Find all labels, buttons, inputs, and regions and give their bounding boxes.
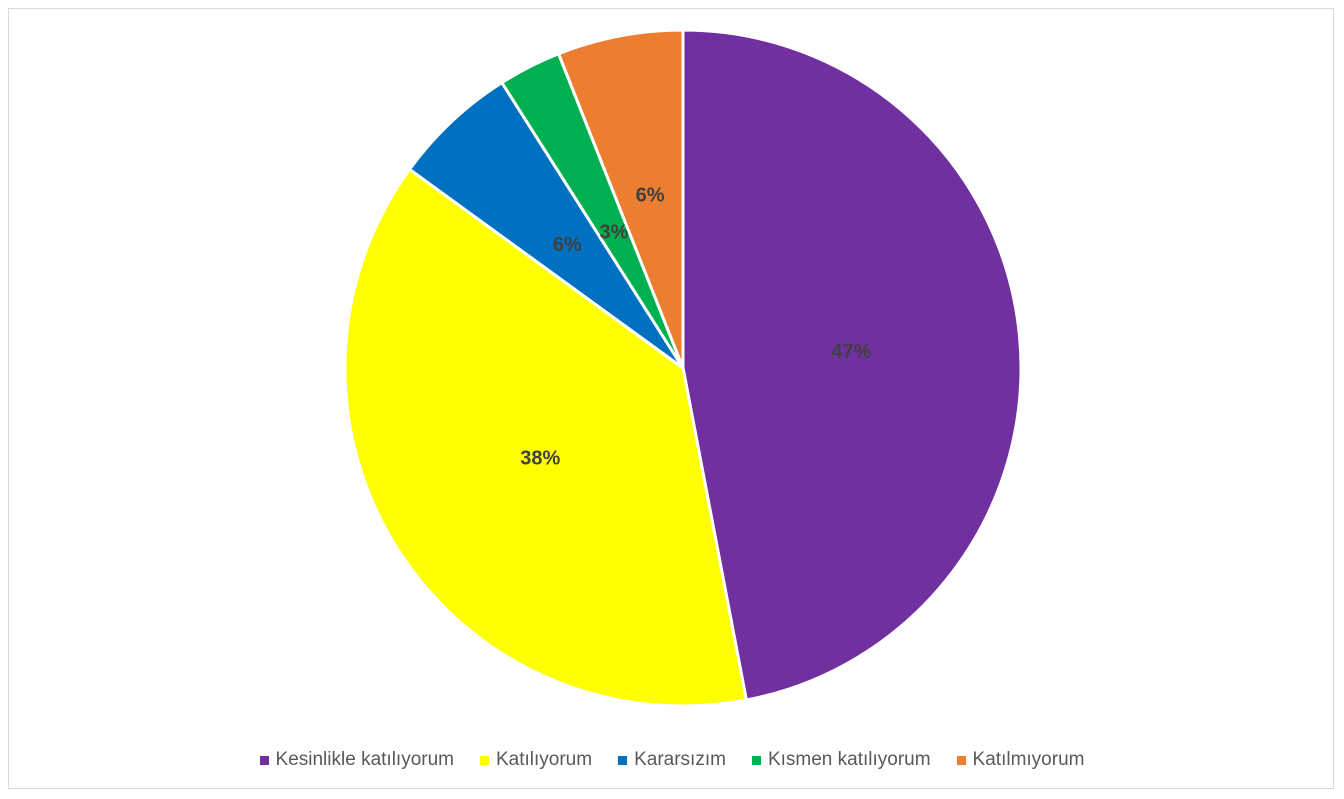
slice-data-label-3: 3% xyxy=(599,221,628,243)
pie-labels: 47% 38% 6% 3% 6% xyxy=(520,184,871,469)
pie-slices xyxy=(343,28,1023,708)
legend-swatch xyxy=(479,755,489,765)
legend-item-kararsizim: Kararsızım xyxy=(618,749,726,771)
slice-data-label-2: 6% xyxy=(553,234,582,256)
slice-data-label-0: 47% xyxy=(831,341,871,363)
legend-item-katilmiyorum: Katılmıyorum xyxy=(956,749,1085,771)
legend-label: Katılıyorum xyxy=(495,749,593,770)
legend-swatch xyxy=(259,755,269,765)
pie-slice-1 xyxy=(343,167,749,708)
legend-item-kismen-katiliyorum: Kısmen katılıyorum xyxy=(751,749,931,771)
legend-swatch xyxy=(956,755,966,765)
pie-slice-0 xyxy=(681,28,1023,702)
legend-label: Kesinlikle katılıyorum xyxy=(275,749,454,770)
pie-slice-4 xyxy=(556,28,685,369)
legend-item-kesinlikle-katiliyorum: Kesinlikle katılıyorum xyxy=(259,749,454,771)
legend-label: Kısmen katılıyorum xyxy=(767,749,931,770)
legend-swatch xyxy=(751,755,761,765)
slice-data-label-1: 38% xyxy=(520,448,560,470)
legend-label: Kararsızım xyxy=(634,749,726,770)
pie-slice-2 xyxy=(407,80,685,370)
slice-data-label-4: 6% xyxy=(636,184,665,206)
legend: Kesinlikle katılıyorum Katılıyorum Karar… xyxy=(0,744,1344,776)
legend-label: Katılmıyorum xyxy=(972,749,1085,770)
legend-swatch xyxy=(618,755,628,765)
legend-item-katiliyorum: Katılıyorum xyxy=(479,749,593,771)
